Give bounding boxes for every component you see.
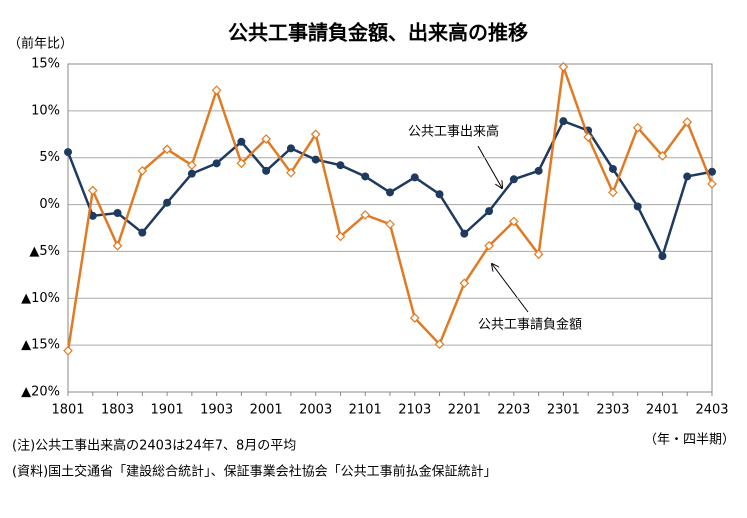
data-point	[386, 188, 394, 197]
y-tick-label: 5%	[39, 150, 60, 165]
data-point	[385, 219, 395, 230]
data-point	[236, 158, 247, 169]
y-tick-label: ▲15%	[21, 338, 60, 353]
x-tick-label: 2201	[448, 403, 481, 418]
data-point	[162, 144, 172, 155]
data-point	[410, 173, 419, 182]
data-point	[286, 167, 296, 178]
x-axis-label: （年・四半期）	[644, 433, 735, 448]
data-point	[211, 85, 222, 96]
data-point	[508, 216, 519, 227]
data-point	[335, 231, 346, 242]
x-tick-label: 2301	[547, 403, 580, 418]
data-point	[608, 164, 617, 173]
data-point	[533, 249, 544, 260]
note: (注)公共工事出来高の2403は24年7、8月の平均	[12, 438, 296, 454]
data-point	[360, 210, 371, 220]
x-tick-label: 2001	[250, 403, 283, 418]
data-point	[707, 179, 717, 189]
data-point	[261, 134, 272, 144]
y-tick-label: 10%	[31, 103, 60, 118]
data-point	[137, 165, 148, 176]
data-point	[583, 132, 594, 142]
data-point	[88, 211, 97, 220]
data-point	[484, 240, 494, 251]
data-point	[682, 117, 693, 127]
x-tick-label: 2403	[695, 403, 728, 418]
data-point	[186, 160, 197, 171]
series-annotation: 公共工事出来高	[408, 124, 499, 140]
data-point	[509, 175, 518, 184]
data-point	[558, 61, 569, 72]
x-tick-label: 1903	[200, 403, 233, 418]
data-point	[163, 198, 172, 207]
data-point	[87, 185, 98, 196]
x-tick-label: 2401	[646, 403, 679, 418]
data-point	[534, 166, 543, 175]
x-tick-label: 2003	[299, 403, 332, 418]
data-point	[311, 155, 320, 164]
x-tick-label: 2101	[349, 403, 382, 418]
data-point	[608, 187, 618, 198]
series-annotation: 公共工事請負金額	[478, 317, 582, 333]
x-tick-label: 2303	[596, 403, 629, 418]
data-point	[237, 137, 246, 146]
data-point	[310, 129, 321, 140]
data-point	[361, 172, 370, 181]
chart-title: 公共工事請負金額、出来高の推移	[228, 21, 528, 45]
data-point	[683, 172, 692, 181]
x-tick-label: 1803	[101, 403, 134, 418]
data-point	[336, 161, 345, 170]
data-point	[63, 345, 73, 356]
y-tick-label: ▲5%	[29, 244, 60, 259]
data-point	[286, 144, 295, 153]
y-axis-label: （前年比）	[8, 36, 73, 52]
data-point	[262, 166, 271, 175]
y-tick-label: 15%	[31, 57, 60, 72]
y-tick-label: ▲20%	[21, 385, 60, 400]
data-point	[485, 207, 494, 216]
data-point	[113, 209, 122, 218]
x-tick-label: 2203	[497, 403, 530, 418]
y-tick-label: ▲10%	[21, 291, 60, 306]
data-point	[657, 150, 668, 161]
data-point	[658, 252, 667, 261]
annotation-arrow	[477, 145, 502, 188]
data-point	[460, 229, 469, 238]
y-tick-label: 0%	[39, 197, 60, 212]
data-point	[187, 169, 196, 178]
data-point	[459, 278, 470, 289]
data-point	[64, 148, 72, 157]
annotation-arrow	[492, 264, 529, 313]
data-point	[632, 122, 643, 133]
data-point	[435, 190, 444, 199]
x-tick-label: 1801	[51, 403, 84, 418]
data-point	[633, 202, 642, 211]
data-point	[559, 117, 568, 126]
note: (資料)国土交通省「建設総合統計」、保証事業会社協会「公共工事前払金保証統計」	[12, 464, 497, 480]
data-point	[409, 313, 420, 323]
data-point	[138, 228, 147, 237]
series-line	[66, 66, 714, 351]
x-tick-label: 2103	[398, 403, 431, 418]
data-point	[708, 167, 716, 176]
data-point	[434, 339, 445, 350]
x-tick-label: 1901	[151, 403, 184, 418]
data-point	[112, 240, 123, 251]
data-point	[212, 159, 221, 168]
